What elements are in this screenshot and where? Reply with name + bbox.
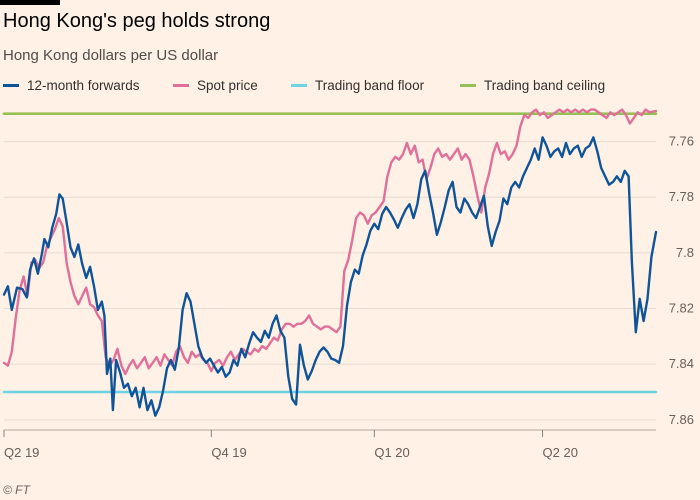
- x-tick-label: Q2 19: [4, 445, 39, 460]
- y-tick-label: 7.84: [669, 356, 694, 371]
- legend-label-spot: Spot price: [197, 78, 258, 93]
- legend-item-ceiling: Trading band ceiling: [460, 78, 605, 93]
- y-tick-label: 7.8: [676, 245, 694, 260]
- chart-title: Hong Kong's peg holds strong: [3, 10, 271, 32]
- legend-swatch-forwards: [3, 84, 19, 87]
- y-tick-label: 7.86: [669, 412, 694, 427]
- x-tick-label: Q2 20: [543, 445, 578, 460]
- y-tick-label: 7.82: [669, 301, 694, 316]
- y-tick-label: 7.76: [669, 134, 694, 149]
- ft-brand-bar: [0, 0, 60, 5]
- legend-swatch-spot: [173, 84, 189, 87]
- legend-swatch-ceiling: [460, 84, 476, 87]
- legend-item-spot: Spot price: [173, 78, 258, 93]
- legend-item-forwards: 12-month forwards: [3, 78, 140, 93]
- legend-label-forwards: 12-month forwards: [27, 78, 140, 93]
- series-line-spot: [2, 108, 658, 376]
- legend-item-floor: Trading band floor: [291, 78, 424, 93]
- series-line-forwards: [2, 136, 658, 417]
- y-tick-label: 7.78: [669, 189, 694, 204]
- source-credit: © FT: [3, 483, 30, 497]
- x-tick-label: Q4 19: [211, 445, 246, 460]
- line-chart: Q2 19 Q4 19 Q1 20 Q2 20 7.76 7.78 7.8 7.82 7.84…: [2, 108, 694, 460]
- chart-subtitle: Hong Kong dollars per US dollar: [3, 47, 219, 64]
- legend-label-ceiling: Trading band ceiling: [484, 78, 606, 93]
- legend-swatch-floor: [291, 84, 307, 87]
- x-tick-label: Q1 20: [374, 445, 409, 460]
- legend-label-floor: Trading band floor: [315, 78, 425, 93]
